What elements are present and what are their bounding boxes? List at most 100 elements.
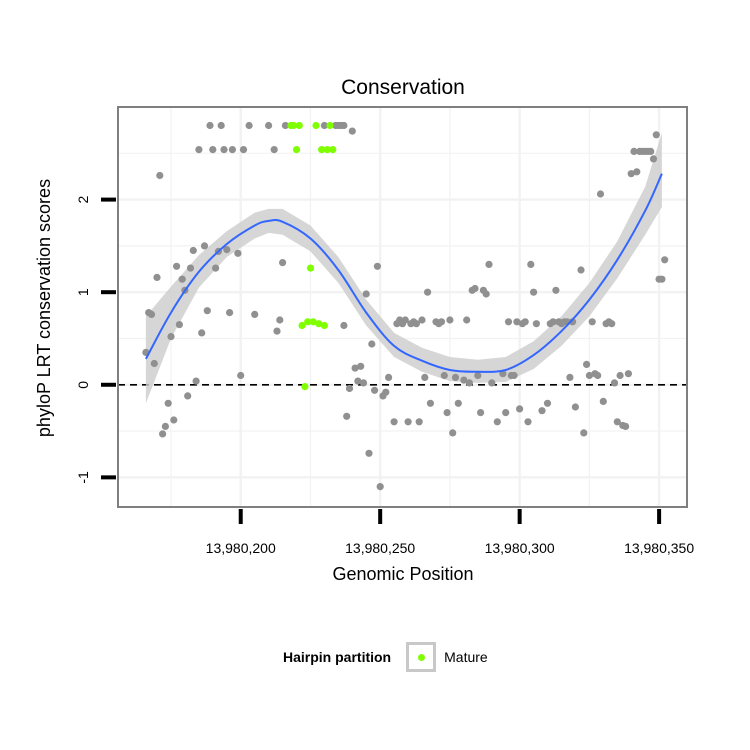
point-other — [270, 146, 278, 154]
point-other — [516, 405, 524, 413]
point-other — [279, 259, 287, 267]
point-other — [493, 418, 501, 426]
legend-label-mature: Mature — [444, 649, 488, 665]
point-mature — [329, 146, 337, 154]
y-axis-label: phyloP LRT conservation scores — [34, 179, 54, 437]
point-other — [203, 307, 211, 315]
legend-marker-mature — [417, 653, 425, 661]
point-other — [622, 422, 630, 430]
point-other — [463, 316, 471, 324]
point-other — [661, 256, 669, 264]
point-mature — [304, 318, 312, 326]
point-other — [599, 397, 607, 405]
point-other — [390, 418, 398, 426]
point-other — [532, 320, 541, 328]
point-other — [418, 316, 426, 324]
point-other — [147, 310, 156, 318]
point-other — [549, 318, 557, 326]
point-other — [566, 373, 574, 381]
point-other — [610, 379, 619, 387]
point-other — [510, 371, 518, 380]
point-other — [351, 364, 359, 372]
x-tick-label: 13,980,300 — [485, 540, 555, 556]
point-other — [613, 418, 621, 426]
point-other — [170, 416, 178, 424]
plot-panel-border — [117, 106, 688, 508]
point-other — [488, 379, 496, 387]
point-other — [357, 362, 365, 370]
point-other — [159, 430, 167, 438]
point-other — [552, 286, 560, 294]
point-other — [354, 377, 362, 385]
point-other — [223, 246, 231, 254]
grid — [118, 107, 687, 507]
point-other — [630, 147, 638, 155]
y-tick-label: 1 — [75, 288, 91, 296]
point-other — [477, 409, 485, 417]
point-other — [424, 288, 432, 296]
point-other — [454, 399, 462, 407]
point-other — [340, 321, 348, 330]
point-other — [234, 249, 242, 257]
point-mature — [292, 146, 301, 154]
point-other — [460, 376, 468, 384]
point-other — [228, 146, 236, 154]
point-other — [571, 403, 580, 411]
point-other — [368, 340, 376, 348]
point-other — [276, 316, 284, 324]
point-other — [348, 127, 356, 135]
point-other — [530, 288, 538, 296]
point-other — [359, 379, 368, 387]
y-tick-label: 2 — [75, 195, 91, 203]
point-other — [543, 399, 552, 407]
point-other — [220, 146, 228, 154]
point-other — [504, 318, 513, 326]
x-tick-label: 13,980,250 — [345, 540, 415, 556]
point-mature — [312, 121, 320, 130]
point-other — [156, 171, 164, 180]
point-other — [577, 266, 585, 274]
point-other — [524, 418, 532, 426]
point-other — [594, 371, 602, 380]
legend: Hairpin partition Mature — [283, 637, 488, 677]
point-other — [465, 379, 473, 387]
point-other — [485, 260, 493, 268]
point-other — [150, 359, 158, 368]
point-mature — [309, 318, 317, 326]
point-other — [538, 407, 546, 415]
point-other — [474, 371, 482, 380]
point-other — [647, 147, 655, 155]
point-other — [209, 146, 217, 154]
point-other — [206, 121, 214, 130]
smooth-trend-line — [145, 173, 663, 373]
point-other — [237, 371, 245, 380]
point-other — [649, 155, 658, 163]
point-other — [189, 246, 197, 255]
point-other — [426, 399, 434, 407]
point-other — [502, 409, 510, 417]
x-axis-label: Genomic Position — [332, 564, 473, 584]
point-other — [404, 418, 412, 426]
point-other — [200, 242, 209, 250]
point-other — [362, 290, 370, 298]
point-mature — [306, 264, 315, 272]
point-other — [449, 429, 457, 437]
point-other — [212, 264, 220, 272]
point-other — [153, 273, 161, 281]
point-other — [652, 131, 660, 139]
y-tick-label: 0 — [75, 381, 91, 389]
point-other — [175, 321, 183, 329]
point-other — [596, 190, 605, 198]
point-other — [482, 290, 490, 298]
point-other — [178, 275, 186, 283]
point-other — [251, 310, 259, 318]
point-other — [195, 146, 203, 154]
point-other — [164, 399, 172, 407]
point-other — [415, 418, 423, 426]
x-axis: 13,980,200 13,980,250 13,980,300 13,980,350 — [206, 509, 694, 556]
point-other — [173, 262, 181, 270]
point-mature — [323, 146, 331, 154]
point-other — [633, 168, 641, 176]
point-mature — [290, 121, 298, 130]
